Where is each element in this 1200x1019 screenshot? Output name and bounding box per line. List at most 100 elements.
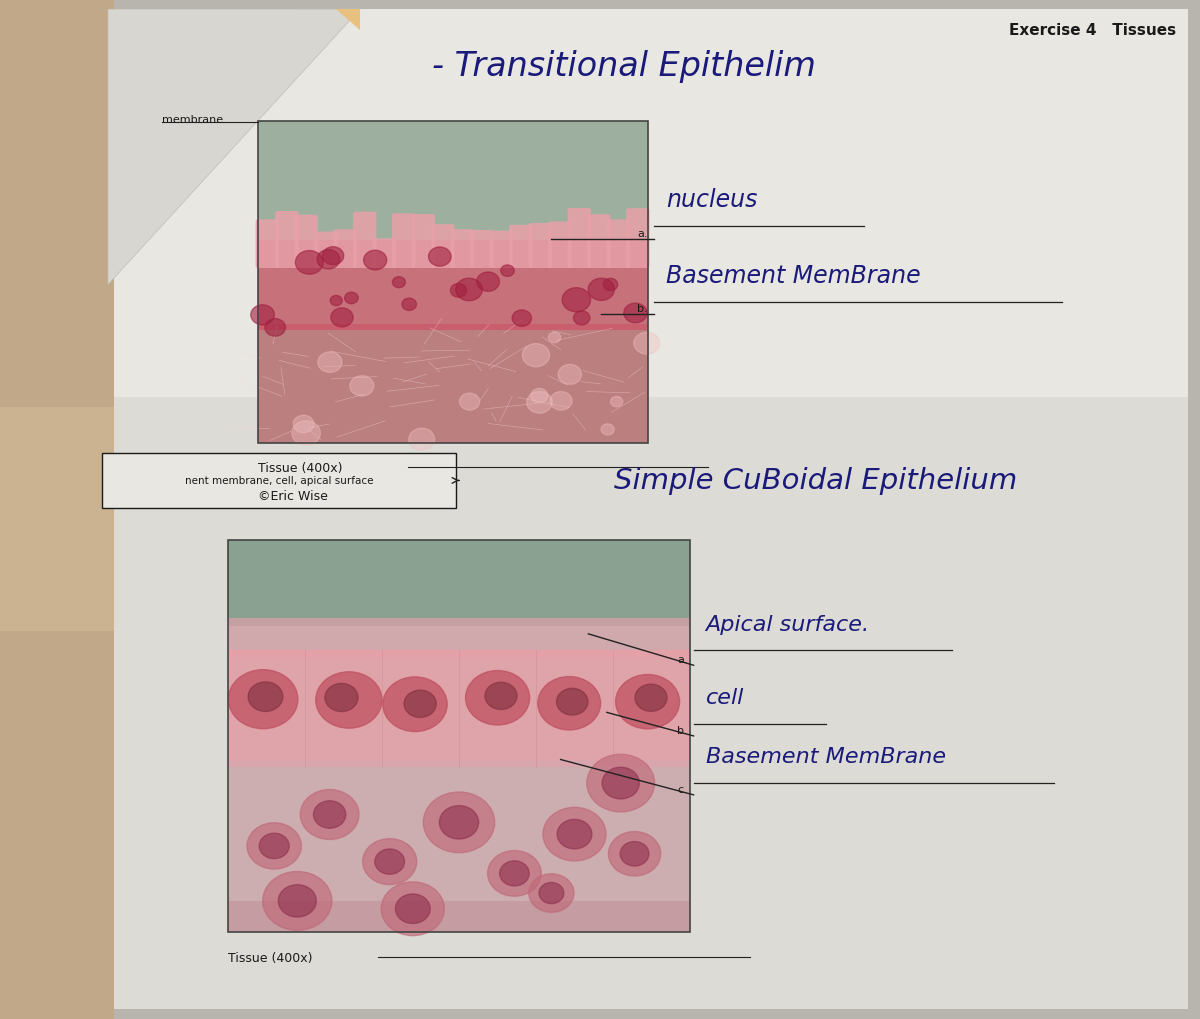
Circle shape — [587, 754, 655, 812]
Circle shape — [295, 252, 323, 275]
Circle shape — [325, 684, 358, 712]
Circle shape — [439, 806, 479, 840]
Circle shape — [300, 790, 359, 840]
Circle shape — [450, 284, 467, 298]
Circle shape — [456, 279, 482, 302]
FancyBboxPatch shape — [490, 231, 512, 269]
Circle shape — [364, 251, 386, 271]
Circle shape — [409, 429, 434, 450]
Circle shape — [382, 882, 444, 935]
FancyBboxPatch shape — [626, 209, 649, 269]
FancyBboxPatch shape — [373, 239, 396, 269]
Circle shape — [608, 832, 661, 876]
Circle shape — [330, 297, 342, 307]
Text: membrane: membrane — [162, 115, 223, 125]
Circle shape — [392, 277, 406, 288]
FancyBboxPatch shape — [256, 220, 278, 269]
FancyBboxPatch shape — [607, 220, 630, 269]
Text: Basement MemBrane: Basement MemBrane — [666, 263, 920, 287]
FancyBboxPatch shape — [334, 230, 356, 269]
Text: nucleus: nucleus — [666, 187, 757, 212]
FancyBboxPatch shape — [314, 232, 337, 269]
Circle shape — [588, 279, 614, 302]
Circle shape — [318, 353, 342, 373]
Circle shape — [476, 273, 499, 292]
Text: c.: c. — [678, 784, 688, 794]
FancyBboxPatch shape — [529, 224, 552, 269]
FancyBboxPatch shape — [587, 215, 611, 269]
Text: Tissue (400x): Tissue (400x) — [258, 462, 342, 475]
Text: b.: b. — [637, 304, 648, 314]
Circle shape — [316, 673, 382, 729]
Circle shape — [500, 266, 515, 277]
FancyBboxPatch shape — [509, 225, 533, 269]
Circle shape — [635, 685, 667, 711]
Text: a.: a. — [677, 654, 688, 664]
Circle shape — [251, 306, 275, 325]
Circle shape — [634, 333, 660, 355]
Circle shape — [574, 312, 590, 325]
Circle shape — [374, 849, 404, 874]
Circle shape — [611, 397, 623, 408]
Circle shape — [530, 389, 547, 404]
Circle shape — [404, 691, 437, 717]
Circle shape — [402, 299, 416, 311]
Circle shape — [313, 801, 346, 828]
Circle shape — [396, 894, 430, 923]
Text: Exercise 4   Tissues: Exercise 4 Tissues — [1009, 23, 1176, 39]
FancyBboxPatch shape — [431, 225, 455, 269]
Circle shape — [602, 767, 640, 799]
Circle shape — [228, 669, 298, 729]
Circle shape — [466, 671, 529, 726]
Circle shape — [499, 861, 529, 887]
Circle shape — [522, 344, 550, 368]
FancyBboxPatch shape — [102, 453, 456, 508]
Circle shape — [620, 842, 649, 866]
Polygon shape — [108, 10, 360, 285]
FancyBboxPatch shape — [0, 408, 114, 632]
Polygon shape — [336, 10, 360, 31]
Circle shape — [292, 422, 320, 445]
Text: cell: cell — [706, 688, 744, 707]
Circle shape — [557, 819, 592, 849]
Circle shape — [538, 677, 601, 731]
FancyBboxPatch shape — [228, 540, 690, 932]
Text: nent membrane, cell, apical surface: nent membrane, cell, apical surface — [185, 476, 373, 486]
Text: a.: a. — [637, 228, 648, 238]
Circle shape — [624, 304, 647, 324]
Text: Tissue (400x): Tissue (400x) — [228, 951, 312, 964]
FancyBboxPatch shape — [258, 324, 648, 443]
Circle shape — [350, 376, 374, 396]
FancyBboxPatch shape — [228, 901, 690, 932]
Text: Basement MemBrane: Basement MemBrane — [706, 747, 946, 766]
Circle shape — [263, 871, 332, 930]
FancyBboxPatch shape — [228, 619, 690, 658]
Circle shape — [542, 807, 606, 861]
FancyBboxPatch shape — [412, 215, 434, 269]
FancyBboxPatch shape — [228, 650, 690, 767]
FancyBboxPatch shape — [295, 215, 318, 269]
Circle shape — [527, 392, 552, 414]
Circle shape — [248, 683, 283, 711]
Circle shape — [323, 248, 343, 266]
Text: - Transitional Epithelim: - Transitional Epithelim — [432, 50, 816, 83]
Text: Simple CuBoidal Epithelium: Simple CuBoidal Epithelium — [614, 467, 1018, 495]
Circle shape — [344, 292, 359, 305]
Circle shape — [247, 823, 301, 869]
FancyBboxPatch shape — [470, 230, 493, 269]
Circle shape — [604, 279, 618, 291]
FancyBboxPatch shape — [0, 0, 114, 1019]
Circle shape — [424, 792, 494, 853]
Circle shape — [293, 416, 314, 433]
Circle shape — [512, 311, 532, 327]
Polygon shape — [108, 10, 300, 285]
Circle shape — [616, 675, 679, 730]
Circle shape — [529, 874, 574, 912]
Circle shape — [558, 365, 582, 385]
FancyBboxPatch shape — [258, 242, 648, 331]
Circle shape — [278, 884, 317, 917]
Circle shape — [331, 309, 353, 327]
Text: ©Eric Wise: ©Eric Wise — [258, 489, 328, 502]
Circle shape — [460, 393, 480, 411]
FancyBboxPatch shape — [353, 213, 377, 269]
